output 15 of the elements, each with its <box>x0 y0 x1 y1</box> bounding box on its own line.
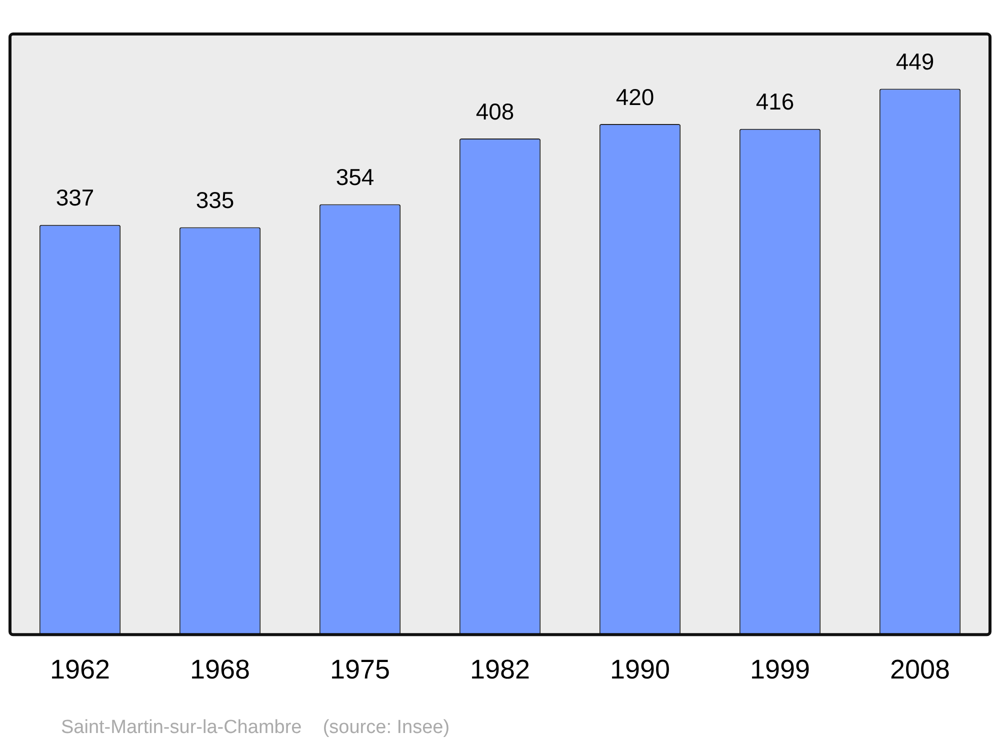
x-tick-label: 2008 <box>890 654 950 684</box>
text: Saint-Martin-sur-la-Chambre (source: Insee) <box>61 717 450 739</box>
x-tick-label: 1975 <box>330 654 390 684</box>
x-tick-label: 1999 <box>750 654 810 684</box>
x-tick-label: 1982 <box>470 654 530 684</box>
data-label: 337 <box>56 184 94 211</box>
data-label: 420 <box>616 84 654 110</box>
x-tick-label: 1990 <box>610 654 670 684</box>
x-tick-label: 1968 <box>190 654 250 684</box>
x-tick-label: 1962 <box>50 654 110 684</box>
data-label: 354 <box>336 164 374 190</box>
data-label: 408 <box>476 98 514 124</box>
data-label: 449 <box>896 48 934 75</box>
data-label: 416 <box>756 88 794 115</box>
data-label: 335 <box>196 187 234 214</box>
